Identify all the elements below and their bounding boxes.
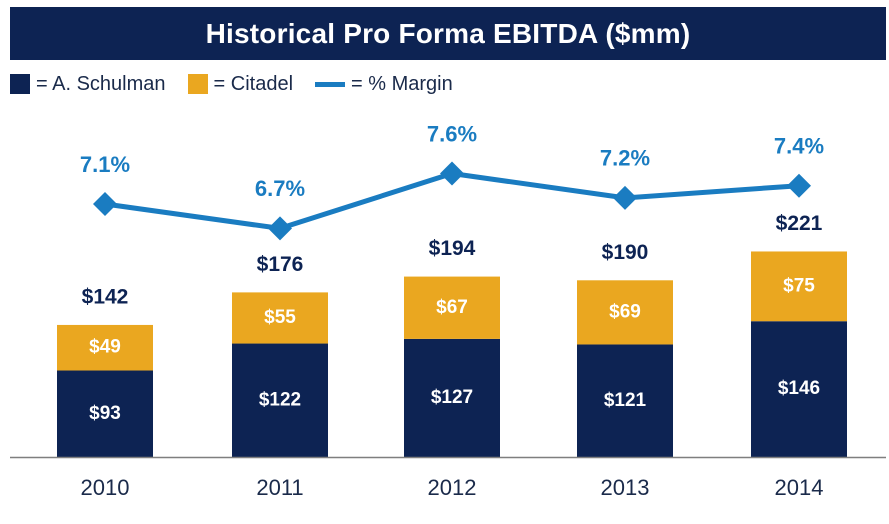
bar-citadel-2012: [404, 276, 500, 339]
legend-item-schulman: = A. Schulman: [10, 73, 166, 96]
bar-schulman-2012: [404, 338, 500, 457]
legend-item-margin: = % Margin: [315, 73, 453, 96]
bar-schulman-2010: [57, 370, 153, 457]
legend-label-citadel: = Citadel: [213, 72, 294, 95]
legend-label-margin: = % Margin: [351, 72, 453, 95]
bar-schulman-2013: [577, 344, 673, 457]
margin-marker-2013: [613, 185, 637, 210]
data-label-citadel-2012: $67: [436, 297, 468, 318]
margin-label-2014: 7.4%: [774, 134, 824, 159]
bar-citadel-2011: [232, 292, 328, 344]
data-label-citadel-2013: $69: [609, 301, 641, 322]
margin-marker-2011: [268, 216, 292, 241]
bar-schulman-2011: [232, 343, 328, 457]
data-label-citadel-2014: $75: [783, 275, 815, 296]
margin-label-2010: 7.1%: [80, 152, 130, 177]
chart-title: Historical Pro Forma EBITDA ($mm): [205, 17, 691, 49]
margin-marker-2010: [93, 192, 117, 216]
margin-marker-2014: [787, 173, 811, 198]
data-label-schulman-2013: $121: [604, 390, 647, 411]
legend-item-citadel: = Citadel: [187, 72, 294, 96]
legend-swatch-citadel: [187, 74, 208, 94]
legend-swatch-margin: [315, 81, 346, 87]
bar-citadel-2013: [577, 280, 673, 345]
x-tick-label-2012: 2012: [428, 475, 477, 500]
data-label-schulman-2012: $127: [431, 387, 473, 408]
data-label-citadel-2010: $49: [89, 337, 121, 358]
legend-swatch-schulman: [10, 74, 30, 94]
bar-citadel-2010: [57, 324, 153, 371]
chart-title-bar: Historical Pro Forma EBITDA ($mm): [10, 7, 886, 60]
margin-label-2012: 7.6%: [427, 121, 477, 146]
x-tick-label-2011: 2011: [256, 475, 303, 500]
bar-schulman-2014: [751, 321, 847, 457]
legend-label-schulman: = A. Schulman: [36, 72, 166, 95]
x-tick-label-2013: 2013: [601, 475, 650, 500]
total-label-2014: $221: [776, 212, 823, 235]
legend: = A. Schulman = Citadel = % Margin: [10, 70, 475, 98]
margin-marker-2012: [440, 161, 464, 186]
total-label-2013: $190: [602, 241, 649, 264]
total-label-2012: $194: [429, 237, 476, 260]
data-label-schulman-2014: $146: [778, 378, 820, 399]
total-label-2011: $176: [257, 253, 304, 276]
margin-label-2011: 6.7%: [255, 176, 305, 201]
x-tick-label-2010: 2010: [81, 475, 130, 500]
data-label-schulman-2011: $122: [259, 389, 301, 410]
margin-label-2013: 7.2%: [600, 146, 650, 171]
data-label-schulman-2010: $93: [89, 403, 121, 424]
data-label-citadel-2011: $55: [264, 307, 296, 328]
total-label-2010: $142: [82, 285, 129, 308]
x-tick-label-2014: 2014: [775, 475, 824, 500]
bar-citadel-2014: [751, 251, 847, 322]
